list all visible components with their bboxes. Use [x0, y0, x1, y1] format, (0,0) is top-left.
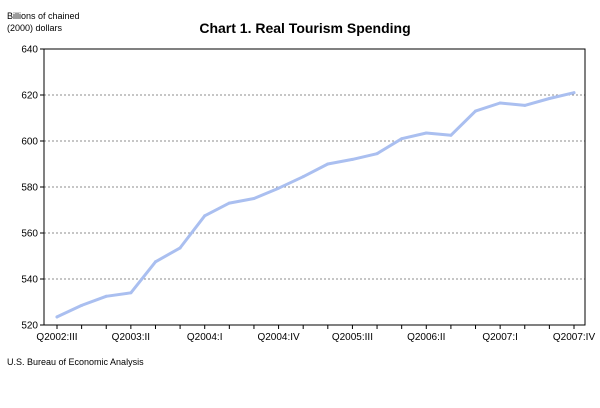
data-point	[326, 162, 330, 166]
y-axis: 520 540 560 580 600 620 640	[21, 45, 44, 332]
x-tick-label: Q2003:II	[112, 332, 150, 343]
data-point	[474, 109, 478, 113]
y-tick-label: 560	[21, 229, 38, 240]
y-tick-label: 600	[21, 137, 38, 148]
data-point	[153, 260, 157, 264]
x-axis: Q2002:III Q2003:II Q2004:I Q2004:IV Q2005:II…	[36, 325, 595, 343]
y-tick-label: 520	[21, 321, 38, 332]
data-point	[301, 175, 305, 179]
data-point	[547, 96, 551, 100]
series-line	[55, 91, 576, 319]
data-point	[572, 91, 576, 95]
x-tick-label: Q2007:I	[482, 332, 518, 343]
data-point	[375, 152, 379, 156]
y-tick-label: 540	[21, 275, 38, 286]
data-point	[80, 303, 84, 307]
y-tick-label: 620	[21, 91, 38, 102]
data-point	[523, 103, 527, 107]
x-tick-label: Q2004:IV	[257, 332, 300, 343]
data-point	[277, 186, 281, 190]
data-point	[449, 133, 453, 137]
data-point	[203, 214, 207, 218]
gridlines	[44, 94, 585, 280]
data-point	[400, 137, 404, 141]
data-point	[350, 157, 354, 161]
data-point	[129, 291, 133, 295]
data-point	[424, 131, 428, 135]
data-point	[252, 197, 256, 200]
plot-area-frame	[43, 48, 586, 326]
y-axis-label-line-2: (2000) dollars	[7, 23, 63, 33]
data-point	[178, 246, 182, 250]
data-point	[498, 101, 502, 105]
x-tick-label: Q2004:I	[187, 332, 223, 343]
x-tick-label: Q2006:II	[407, 332, 445, 343]
source-note: U.S. Bureau of Economic Analysis	[7, 357, 144, 367]
data-point	[104, 294, 108, 298]
y-tick-label: 580	[21, 183, 38, 194]
data-point	[227, 201, 231, 205]
x-tick-label: Q2002:III	[36, 332, 77, 343]
y-axis-label-line-1: Billions of chained	[7, 11, 80, 21]
x-tick-label: Q2007:IV	[553, 332, 596, 343]
y-tick-label: 640	[21, 45, 38, 56]
x-tick-label: Q2005:III	[332, 332, 373, 343]
data-point	[55, 315, 59, 319]
chart-title: Chart 1. Real Tourism Spending	[199, 20, 410, 36]
series-layer	[55, 91, 576, 319]
